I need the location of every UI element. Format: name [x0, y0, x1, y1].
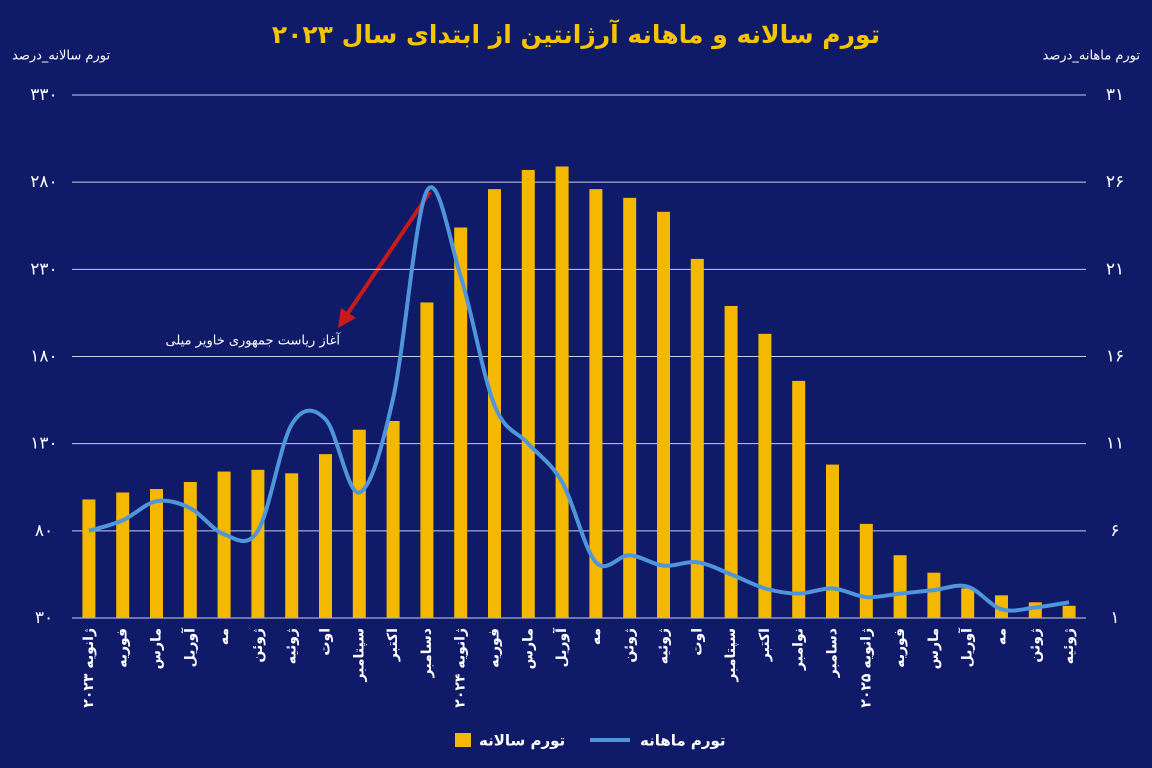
bar: [420, 302, 434, 618]
bar: [555, 166, 569, 618]
bar: [352, 429, 366, 618]
bar: [758, 333, 772, 618]
bar: [724, 305, 738, 618]
x-tick-label: مارس: [149, 628, 165, 669]
x-tick-label: مه: [994, 628, 1010, 645]
annotation-arrowhead: [338, 308, 356, 328]
y2-tick-label: ۲۶: [1106, 172, 1124, 192]
legend-label: تورم ماهانه: [640, 732, 726, 750]
x-tick-label: آوریل: [180, 627, 198, 668]
x-tick-label: اکتبر: [385, 628, 401, 662]
y2-tick-label: ۱: [1110, 608, 1119, 628]
bar: [792, 380, 806, 618]
bar: [893, 555, 907, 618]
annotation: آغاز ریاست جمهوری خاویر میلی: [166, 332, 342, 349]
x-tick-label: فوریه: [115, 628, 131, 668]
y2-axis-title: تورم ماهانه_درصد: [1042, 49, 1140, 64]
x-tick-label: آوریل: [552, 627, 570, 668]
bar: [859, 523, 873, 618]
y-tick-label: ۲۳۰: [30, 259, 57, 279]
bar: [183, 482, 197, 618]
x-tick-label: آوریل: [958, 627, 976, 668]
x-tick-label: فوریه: [892, 628, 908, 668]
bar: [623, 197, 637, 618]
y-tick-label: ۱۸۰: [30, 347, 57, 367]
x-tick-label: ژوئن: [622, 628, 638, 663]
y2-tick-label: ۶: [1110, 521, 1119, 541]
y-tick-label: ۳۰: [35, 608, 53, 628]
bar: [150, 488, 163, 618]
bar: [386, 421, 400, 618]
x-tick-label: مه: [216, 628, 232, 645]
x-tick-label: مارس: [926, 628, 942, 669]
bar: [217, 471, 231, 618]
bar: [961, 588, 975, 618]
annotation-arrow: [344, 190, 432, 318]
bar: [690, 258, 704, 618]
x-tick-label: مارس: [520, 628, 536, 669]
y2-tick-label: ۱۱: [1106, 434, 1124, 454]
bar: [589, 189, 603, 618]
y2-tick-label: ۲۱: [1106, 259, 1124, 279]
bar: [82, 499, 96, 618]
chart-title: تورم سالانه و ماهانه آرژانتین از ابتدای …: [272, 19, 880, 50]
x-tick-label: سپتامبر: [723, 628, 739, 683]
x-tick-label: ژوئن: [1027, 628, 1043, 663]
x-tick-label: ژوئن: [250, 628, 266, 663]
y-tick-label: ۱۳۰: [30, 434, 57, 454]
x-tick-label: ژانویه ۲۰۲۵: [858, 628, 874, 708]
x-tick-label: ژوئیه: [656, 628, 672, 664]
legend-swatch: [455, 733, 471, 747]
bar: [826, 464, 839, 618]
legend-label: تورم سالانه: [479, 732, 565, 750]
x-tick-label: اکتبر: [757, 628, 773, 662]
bar: [1062, 605, 1076, 618]
bar: [116, 492, 130, 618]
bar: [995, 595, 1008, 618]
y-tick-label: ۲۸۰: [30, 172, 57, 192]
line: [88, 185, 1070, 613]
bar: [927, 572, 941, 618]
x-tick-label: ژوئیه: [1061, 628, 1077, 664]
bar: [454, 227, 468, 618]
x-tick-label: مه: [588, 628, 604, 645]
x-tick-label: ژانویه ۲۰۲۴: [453, 628, 469, 708]
bar: [319, 454, 332, 618]
bar: [657, 211, 670, 618]
y2-tick-label: ۳۱: [1106, 85, 1124, 105]
x-tick-label: ژانویه ۲۰۲۳: [81, 628, 97, 708]
x-tick-label: فوریه: [487, 628, 503, 668]
x-tick-label: اوت: [318, 628, 334, 656]
x-tick-label: اوت: [689, 628, 705, 656]
x-tick-label: دسامبر: [825, 628, 841, 678]
y-tick-label: ۸۰: [35, 521, 53, 541]
x-tick-label: دسامبر: [419, 628, 435, 678]
bar: [285, 473, 299, 618]
bar: [521, 169, 535, 619]
y-tick-label: ۳۳۰: [30, 85, 57, 105]
y-axis-title: تورم سالانه_درصد: [12, 49, 110, 64]
x-tick-label: سپتامبر: [351, 628, 367, 683]
x-tick-label: ژوئیه: [284, 628, 300, 664]
y2-tick-label: ۱۶: [1106, 347, 1124, 367]
x-tick-label: نوامبر: [791, 628, 807, 671]
bar: [251, 469, 265, 618]
